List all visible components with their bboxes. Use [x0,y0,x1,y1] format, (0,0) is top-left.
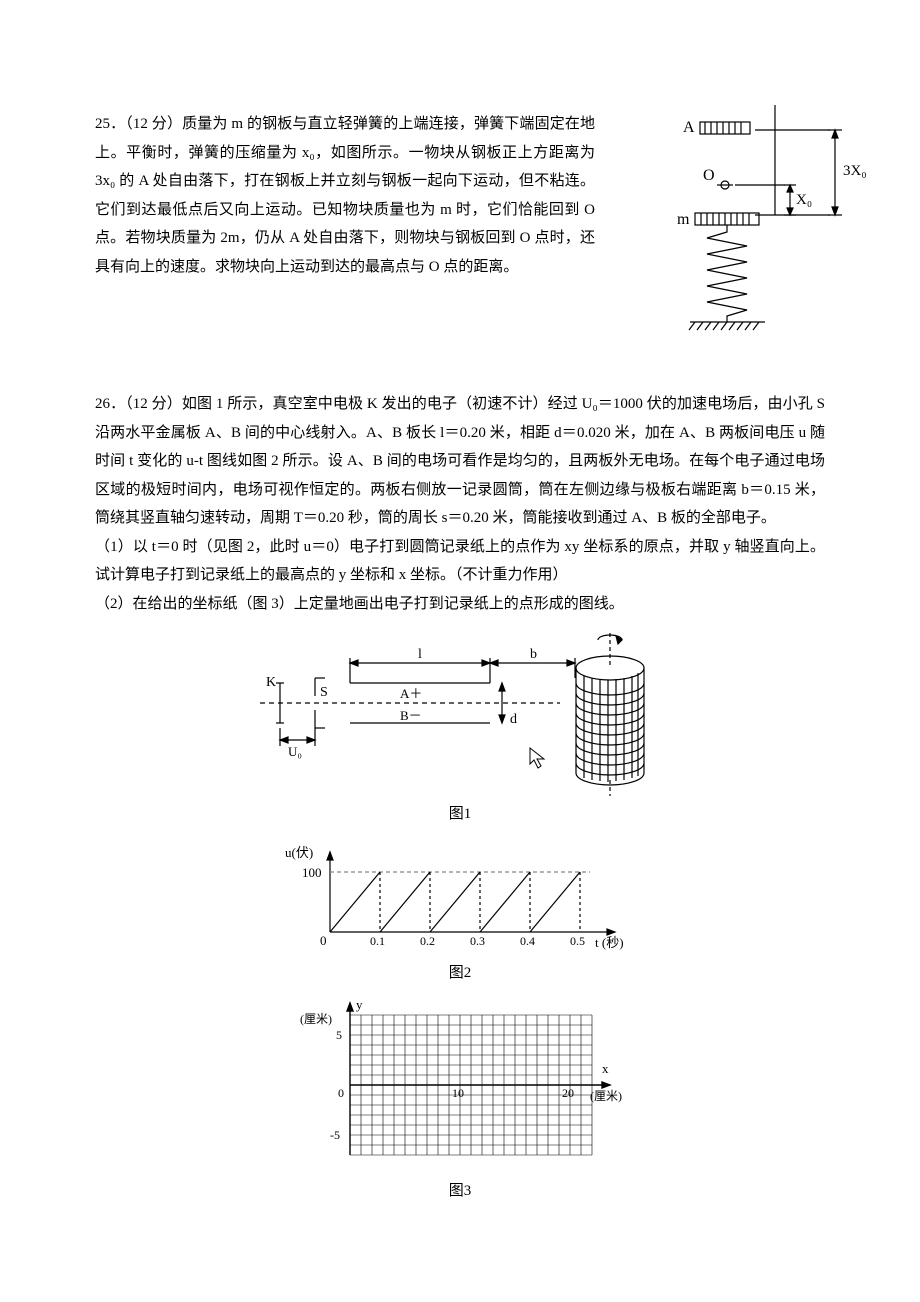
q25-number: 25． [95,116,125,132]
label-b: b [530,647,537,662]
question-25: 25．（12 分）质量为 m 的钢板与直立轻弹簧的上端连接，弹簧下端固定在地上。… [95,110,825,340]
fig2-label: 图2 [95,959,825,988]
grid-paper-icon: y (厘米) x (厘米) 5 -5 0 10 20 [280,995,640,1175]
f3-xt10: 10 [452,1086,464,1100]
apparatus-diagram-icon: K S U₀ A＋ B－ l b d [240,628,680,798]
q25-figure: A O m X₀ 3X₀ [665,100,885,350]
label-3x0: 3X₀ [843,163,867,179]
q26-p2: （1）以 t＝0 时（见图 2，此时 u＝0）电子打到圆筒记录纸上的点作为 xy… [95,533,825,590]
f2-xt0: 0.1 [370,934,385,948]
f2-origin: 0 [320,933,327,948]
f2-xt3: 0.4 [520,934,535,948]
f3-xlabel2: (厘米) [590,1089,622,1103]
f3-xt20: 20 [562,1086,574,1100]
f2-ymax: 100 [302,865,322,880]
spring-diagram-icon: A O m X₀ 3X₀ [665,100,885,360]
label-S: S [320,685,328,700]
f2-xt4: 0.5 [570,934,585,948]
label-m: m [677,211,690,228]
figures-block: K S U₀ A＋ B－ l b d 图1 [95,628,825,1206]
ut-chart-icon: u(伏) 100 0 0.1 0.2 0.3 0.4 0.5 t (秒) [280,837,640,957]
label-O: O [703,167,715,184]
f3-yt5: 5 [336,1028,342,1042]
page: 25．（12 分）质量为 m 的钢板与直立轻弹簧的上端连接，弹簧下端固定在地上。… [0,0,920,1254]
q25-text: 质量为 m 的钢板与直立轻弹簧的上端连接，弹簧下端固定在地上。平衡时，弹簧的压缩… [95,116,595,275]
f3-ylabel: y [356,997,363,1012]
q25-body: 25．（12 分）质量为 m 的钢板与直立轻弹簧的上端连接，弹簧下端固定在地上。… [95,110,595,281]
f2-xlabel: t (秒) [595,935,624,950]
question-26: 26．（12 分）如图 1 所示，真空室中电极 K 发出的电子（初速不计）经过 … [95,390,825,618]
label-U0: U₀ [288,744,302,759]
f2-ylabel: u(伏) [285,845,313,860]
q26-number: 26． [95,396,125,412]
q26-p1: 如图 1 所示，真空室中电极 K 发出的电子（初速不计）经过 U₀＝1000 伏… [95,396,825,526]
fig3-label: 图3 [95,1177,825,1206]
q26-p3: （2）在给出的坐标纸（图 3）上定量地画出电子打到记录纸上的点形成的图线。 [95,590,825,619]
label-Bminus: B－ [400,708,422,723]
fig1-label: 图1 [95,800,825,829]
f3-xlabel: x [602,1061,609,1076]
cursor-icon [530,748,544,768]
f3-xt0: 0 [338,1086,344,1100]
f2-xt1: 0.2 [420,934,435,948]
f3-ytm5: -5 [330,1128,340,1142]
f3-ylabel2: (厘米) [300,1012,332,1026]
label-Aplus: A＋ [400,686,422,701]
q26-points: （12 分） [125,396,182,412]
q25-points: （12 分） [125,116,182,132]
label-l: l [418,647,422,662]
label-K: K [266,675,276,690]
label-A: A [683,119,695,136]
label-d: d [510,712,517,727]
label-x0: X₀ [796,192,812,208]
f2-xt2: 0.3 [470,934,485,948]
